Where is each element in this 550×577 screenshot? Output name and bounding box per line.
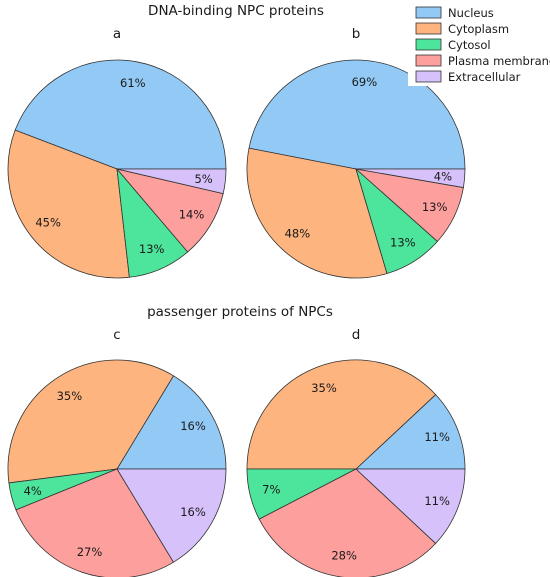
legend-swatch-extracellular: [415, 70, 442, 83]
slice-d-cytoplasm: [246, 359, 437, 470]
legend-swatch-nucleus: [415, 6, 442, 19]
pie-chart-b: b 69% 48% 13% 13% 4%: [246, 26, 466, 279]
pie-charts: a 61% 45% 13% 14% 5% b 69% 48% 13% 13% 4% c 16% 35% 4% 2…: [7, 26, 466, 577]
legend-label-extracellular: Extracellular: [448, 70, 521, 84]
slice-b-cytoplasm: [246, 147, 388, 279]
slice-c-extracellular: [116, 468, 227, 563]
slice-label-b-cytoplasm: 48%: [285, 227, 311, 241]
slice-label-a-nucleus: 61%: [120, 76, 146, 90]
pie-chart-d: d 11% 35% 7% 28% 11%: [246, 327, 466, 577]
slice-d-nucleus: [354, 394, 466, 470]
slice-a-cytoplasm: [7, 129, 130, 279]
slice-label-b-nucleus: 69%: [352, 75, 378, 89]
slice-label-a-cytoplasm: 45%: [35, 216, 61, 230]
slice-label-c-cytoplasm: 35%: [57, 389, 83, 403]
slice-label-d-extracellular: 11%: [424, 494, 450, 508]
slice-label-c-extracellular: 16%: [180, 505, 206, 519]
slice-label-a-plasma-membrane: 14%: [179, 207, 205, 221]
slice-c-plasma-membrane: [15, 468, 175, 577]
slice-label-a-cytosol: 13%: [139, 242, 165, 256]
legend-swatch-plasma-membrane: [415, 54, 442, 67]
slice-c-nucleus: [116, 375, 227, 470]
legend: Nucleus Cytoplasm Cytosol Plasma membrane Ex…: [408, 2, 550, 86]
slice-a-nucleus: [14, 59, 227, 170]
legend-swatch-cytosol: [415, 38, 442, 51]
legend-label-plasma-membrane: Plasma membrane: [448, 54, 550, 68]
panel-label-d: d: [352, 327, 361, 343]
slice-label-d-plasma-membrane: 28%: [331, 548, 357, 562]
slice-label-a-extracellular: 5%: [194, 172, 212, 186]
legend-label-nucleus: Nucleus: [448, 6, 494, 20]
slice-label-c-nucleus: 16%: [180, 419, 206, 433]
legend-swatch-cytoplasm: [415, 22, 442, 35]
legend-label-cytosol: Cytosol: [448, 38, 491, 52]
slice-label-b-extracellular: 4%: [434, 169, 452, 183]
slice-d-extracellular: [354, 468, 466, 544]
slice-label-d-cytosol: 7%: [262, 483, 280, 497]
pie-chart-a: a 61% 45% 13% 14% 5%: [7, 26, 227, 279]
slice-c-cytoplasm: [7, 359, 175, 484]
slice-a-extracellular: [116, 168, 227, 195]
slice-label-d-nucleus: 11%: [424, 430, 450, 444]
section-title-passenger: passenger proteins of NPCs: [147, 304, 333, 320]
pie-chart-c: c 16% 35% 4% 27% 16%: [7, 327, 227, 577]
slice-label-c-plasma-membrane: 27%: [77, 545, 103, 559]
legend-label-cytoplasm: Cytoplasm: [448, 22, 509, 36]
panel-label-a: a: [113, 26, 121, 42]
slice-label-b-cytosol: 13%: [390, 236, 416, 250]
section-title-dna-binding: DNA-binding NPC proteins: [148, 3, 324, 19]
panel-label-c: c: [113, 327, 120, 343]
slice-b-extracellular: [355, 168, 466, 189]
slice-label-d-cytoplasm: 35%: [311, 381, 337, 395]
slice-label-b-plasma-membrane: 13%: [422, 200, 448, 214]
slice-b-nucleus: [248, 59, 466, 170]
panel-label-b: b: [352, 26, 361, 42]
slice-label-c-cytosol: 4%: [24, 484, 42, 498]
